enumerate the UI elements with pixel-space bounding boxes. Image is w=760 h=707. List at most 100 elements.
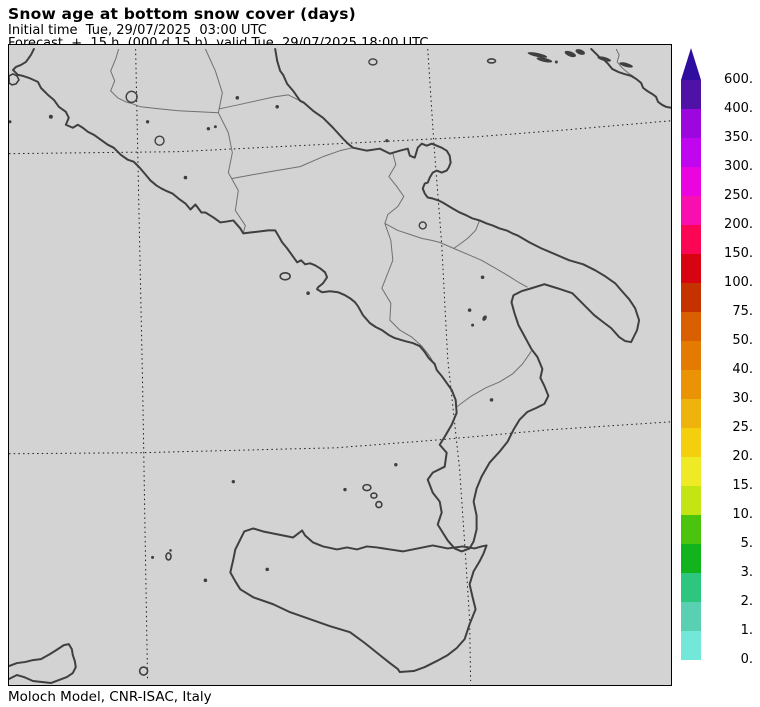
croatian-island-5 [575,49,586,55]
croatian-island-6 [597,56,611,62]
colorbar-segment [681,515,701,544]
colorbar-tick-label: 5. [740,536,753,551]
tremiti-island [486,58,497,64]
islands [9,49,633,676]
colorbar-segment [681,631,701,660]
map-canvas [9,47,671,685]
colorbar-tick-label: 40. [732,362,753,377]
coastline-italy-mainland [11,47,641,553]
aeolian-island-3 [375,500,383,509]
lake-bracciano [154,135,165,146]
colorbar-segment [681,399,701,428]
border-lazio-east [204,48,246,234]
colorbar-tick-label: 350. [724,130,753,145]
croatian-island-1 [527,52,548,58]
egadi-island-dot-3 [169,549,172,552]
croatian-island-7 [619,62,633,68]
colorbar-segment [681,370,701,399]
aeolian-dot-west [343,487,347,492]
colorbar-tick-label: 3. [740,565,753,580]
colorbar-segment [681,312,701,341]
croatian-island-4 [564,50,576,58]
marker-dot [471,323,475,327]
page-title: Snow age at bottom snow cover (days) [8,5,356,23]
pantelleria-island [138,666,149,676]
colorbar-tick-label: 25. [732,420,753,435]
aeolian-island-2 [370,492,378,499]
city-dots [145,96,494,583]
coastline-tunisia [9,643,77,685]
colorbar-overflow-arrow [681,48,701,80]
colorbar-tick-label: 400. [724,101,753,116]
capri-island-dot [306,291,310,296]
ischia-island [279,271,291,281]
colorbar-segment [681,138,701,167]
colorbar-tick-label: 50. [732,333,753,348]
lake-bolsena [125,90,138,104]
colorbar-segment [681,602,701,631]
coastline-sicily [229,527,488,674]
small-lake-campania [418,221,427,230]
aeolian-island-1 [362,483,372,492]
initial-time-line: Initial time Tue, 29/07/2025 03:00 UTC [8,23,267,38]
colorbar-tick-label: 0. [740,652,753,667]
colorbar-tick-label: 20. [732,449,753,464]
lakes [125,58,427,230]
ustica-island-dot [231,479,236,484]
border-umbria-marche [219,94,301,110]
marker-dot [480,275,485,280]
marker-dot [213,125,217,129]
marker-dot [183,175,188,180]
border-tuscany-umbria [110,48,219,114]
colorbar-segment [681,196,701,225]
croatian-island-3 [554,60,558,64]
model-credit: Moloch Model, CNR-ISAC, Italy [8,689,212,705]
colorbar-segment [681,225,701,254]
colorbar-tick-label: 600. [724,72,753,87]
marker-dot [489,398,494,402]
colorbar-segment [681,109,701,138]
colorbar-tick-label: 300. [724,159,753,174]
colorbar-segment [681,428,701,457]
lake-trasimeno [368,58,378,66]
meridian-gridline-east [427,48,472,682]
marker-dot [265,567,270,572]
colorbar-tick-label: 2. [740,594,753,609]
colorbar-tick-label: 15. [732,478,753,493]
colorbar-segment [681,167,701,196]
border-basilicata-calabria [456,350,532,408]
marker-dot [482,315,487,321]
colorbar-segment [681,283,701,312]
colorbar-tick-label: 100. [724,275,753,290]
marker-dot [385,139,389,143]
colorbar-tick-label: 30. [732,391,753,406]
argentario-island [9,73,20,86]
border-abruzzo-molise [231,147,354,180]
border-croatia-inland [615,48,635,78]
colorbar-segment [681,544,701,573]
colorbar-tick-label: 150. [724,246,753,261]
colorbar-segment [681,486,701,515]
colorbar-segment [681,341,701,370]
colorbar-segment [681,457,701,486]
marker-dot [145,120,150,124]
colorbar-tick-label: 75. [732,304,753,319]
parallel-gridline-south [9,421,671,455]
marker-dot [235,96,240,100]
egadi-island-dot-1 [151,555,155,559]
meridian-gridline-west [135,48,149,682]
giglio-island-dot [48,114,53,119]
colorbar-segment [681,80,701,109]
colorbar-tick-label: 250. [724,188,753,203]
gridlines [9,48,671,682]
border-campania-east [381,153,438,370]
croatian-island-2 [536,57,553,63]
stromboli-island-dot [394,462,398,467]
colorbar-segments [681,80,701,660]
region-borders [110,48,635,408]
egadi-island-2 [165,552,172,561]
colorbar-tick-label: 1. [740,623,753,638]
coastlines [9,47,671,685]
colorbar-tick-label: 200. [724,217,753,232]
border-basilicata-north [384,223,528,288]
